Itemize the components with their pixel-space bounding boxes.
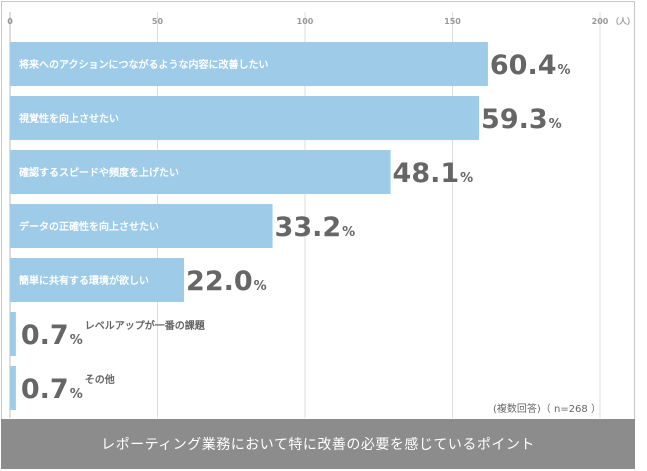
- x-unit-label: （人）: [611, 16, 635, 26]
- category-label: 将来へのアクションにつながるような内容に改善したい: [19, 58, 269, 71]
- chart-title: レポーティング業務において特に改善の必要を感じているポイント: [1, 419, 635, 469]
- bar: [10, 96, 480, 140]
- value-percent-sign: %: [70, 387, 83, 402]
- value-percent-sign: %: [70, 333, 83, 348]
- bar: [10, 150, 391, 194]
- x-tick-label: 150: [444, 17, 461, 26]
- value-percent-sign: %: [460, 171, 473, 186]
- value-label: 22.0: [186, 266, 253, 297]
- category-label: 簡単に共有する環境が欲しい: [19, 274, 149, 287]
- bar: [10, 258, 185, 302]
- value-label: 59.3: [481, 104, 548, 135]
- value-label: 0.7: [21, 374, 69, 405]
- x-tick-label: 200: [592, 17, 609, 26]
- value-percent-sign: %: [254, 279, 267, 294]
- x-tick-label: 0: [7, 17, 13, 26]
- value-label: 60.4: [490, 50, 557, 81]
- value-label: 0.7: [21, 320, 69, 351]
- bar: [10, 204, 273, 248]
- bar: [10, 366, 16, 410]
- category-label: 視覚性を向上させたい: [18, 112, 119, 125]
- bar: [10, 42, 488, 86]
- value-label: 33.2: [275, 212, 342, 243]
- value-label: 48.1: [393, 158, 460, 189]
- category-label: その他: [85, 373, 115, 386]
- value-percent-sign: %: [558, 63, 571, 78]
- category-label: 確認するスピードや頻度を上げたい: [19, 166, 179, 179]
- value-percent-sign: %: [549, 117, 562, 132]
- value-percent-sign: %: [342, 225, 355, 240]
- x-tick-label: 50: [152, 17, 164, 26]
- chart-note: (複数回答)（ n=268 ）: [493, 404, 601, 415]
- x-tick-label: 100: [297, 17, 314, 26]
- category-label: データの正確性を向上させたい: [19, 220, 159, 233]
- category-label: レベルアップが一番の課題: [85, 319, 206, 332]
- bar: [10, 312, 16, 356]
